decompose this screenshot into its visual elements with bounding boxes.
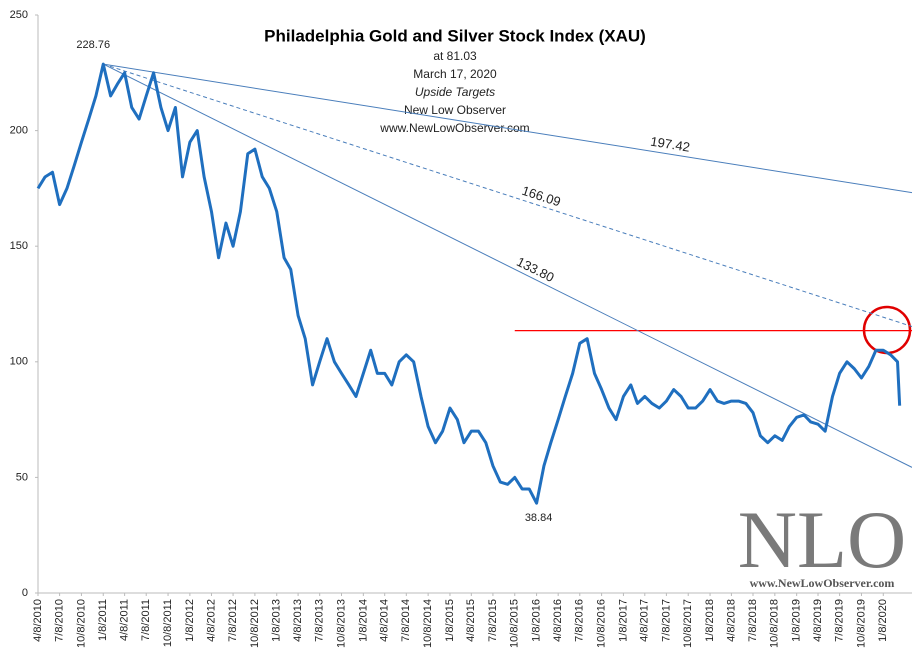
x-tick-label: 10/8/2018 bbox=[769, 599, 781, 648]
x-tick-label: 1/8/2020 bbox=[877, 599, 889, 642]
x-tick-label: 10/8/2010 bbox=[75, 599, 87, 648]
subtitle: March 17, 2020 bbox=[413, 67, 497, 81]
x-tick-label: 1/8/2018 bbox=[704, 599, 716, 642]
subtitle: www.NewLowObserver.com bbox=[379, 121, 529, 135]
x-tick-label: 10/8/2017 bbox=[682, 599, 694, 648]
watermark-site: www.NewLowObserver.com bbox=[750, 576, 895, 590]
trendline bbox=[103, 63, 912, 194]
x-tick-label: 10/8/2012 bbox=[249, 599, 261, 648]
chart-title: Philadelphia Gold and Silver Stock Index… bbox=[264, 26, 646, 45]
x-tick-label: 7/8/2011 bbox=[140, 599, 152, 641]
y-tick-label: 100 bbox=[10, 356, 28, 368]
x-tick-label: 7/8/2010 bbox=[54, 599, 66, 642]
x-tick-label: 1/8/2013 bbox=[271, 599, 283, 642]
x-tick-label: 1/8/2016 bbox=[530, 599, 542, 642]
x-tick-label: 4/8/2013 bbox=[292, 599, 304, 642]
y-tick-label: 200 bbox=[10, 125, 28, 137]
x-tick-label: 7/8/2015 bbox=[487, 599, 499, 642]
x-tick-label: 4/8/2010 bbox=[32, 599, 44, 642]
x-tick-label: 10/8/2013 bbox=[335, 599, 347, 648]
x-tick-label: 4/8/2017 bbox=[639, 599, 651, 642]
x-tick-label: 7/8/2013 bbox=[314, 599, 326, 642]
trendline bbox=[103, 63, 912, 327]
x-tick-label: 4/8/2012 bbox=[205, 599, 217, 642]
x-tick-label: 1/8/2012 bbox=[184, 599, 196, 642]
x-tick-label: 1/8/2019 bbox=[791, 599, 803, 642]
trendline-label: 197.42 bbox=[649, 134, 691, 155]
watermark-logo: NLO bbox=[738, 494, 907, 585]
x-tick-label: 10/8/2016 bbox=[596, 599, 608, 648]
x-tick-label: 4/8/2018 bbox=[725, 599, 737, 642]
x-tick-label: 7/8/2017 bbox=[660, 599, 672, 642]
x-tick-label: 7/8/2018 bbox=[747, 599, 759, 642]
y-tick-label: 150 bbox=[10, 240, 28, 252]
peak-label: 228.76 bbox=[76, 39, 110, 51]
x-tick-label: 4/8/2014 bbox=[379, 599, 391, 642]
y-tick-label: 50 bbox=[16, 471, 28, 483]
trendline bbox=[103, 63, 912, 468]
x-tick-label: 7/8/2019 bbox=[834, 599, 846, 642]
x-tick-label: 10/8/2014 bbox=[422, 599, 434, 648]
y-tick-label: 0 bbox=[22, 587, 28, 599]
x-tick-label: 1/8/2017 bbox=[617, 599, 629, 642]
trough-label: 38.84 bbox=[525, 512, 553, 524]
x-tick-label: 4/8/2016 bbox=[552, 599, 564, 642]
x-tick-label: 7/8/2012 bbox=[227, 599, 239, 642]
x-tick-label: 1/8/2014 bbox=[357, 599, 369, 642]
x-tick-label: 10/8/2019 bbox=[855, 599, 867, 648]
x-tick-label: 1/8/2011 bbox=[97, 599, 109, 641]
subtitle: at 81.03 bbox=[433, 49, 477, 63]
subtitle: New Low Observer bbox=[404, 103, 506, 117]
x-tick-label: 4/8/2011 bbox=[119, 599, 131, 641]
y-tick-label: 250 bbox=[10, 9, 28, 21]
x-tick-label: 1/8/2015 bbox=[444, 599, 456, 642]
x-tick-label: 10/8/2015 bbox=[509, 599, 521, 648]
x-tick-label: 7/8/2014 bbox=[400, 599, 412, 642]
x-tick-label: 4/8/2015 bbox=[465, 599, 477, 642]
subtitle: Upside Targets bbox=[415, 85, 495, 99]
price-line bbox=[36, 62, 902, 505]
x-tick-label: 10/8/2011 bbox=[162, 599, 174, 647]
x-tick-label: 7/8/2016 bbox=[574, 599, 586, 642]
x-tick-label: 4/8/2019 bbox=[812, 599, 824, 642]
